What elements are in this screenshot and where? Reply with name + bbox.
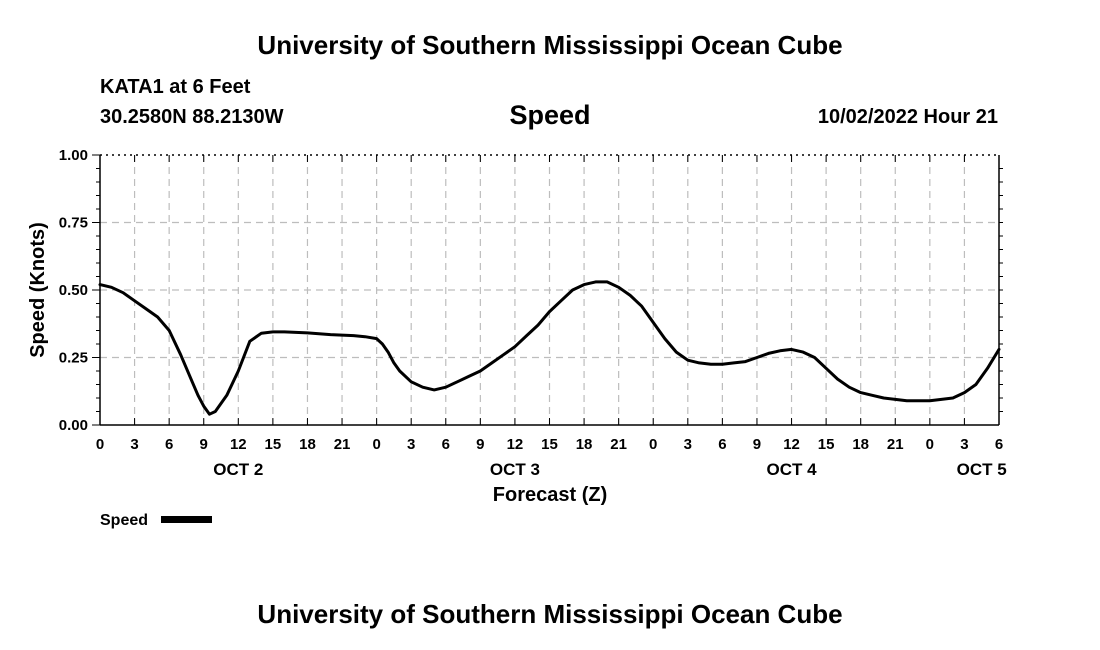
x-tick-label: 3 xyxy=(684,436,692,453)
y-tick-label: 0.75 xyxy=(59,215,88,232)
x-tick-label: 6 xyxy=(718,436,726,453)
forecast-date: 10/02/2022 Hour 21 xyxy=(817,106,998,128)
x-tick-label: 18 xyxy=(576,436,593,453)
x-tick-label: 6 xyxy=(442,436,450,453)
x-tick-label: 0 xyxy=(372,436,380,453)
y-tick-label: 0.25 xyxy=(59,350,88,367)
y-tick-label: 0.00 xyxy=(59,417,88,434)
day-label: OCT 5 xyxy=(957,460,1007,479)
x-tick-label: 15 xyxy=(541,436,558,453)
day-label: OCT 4 xyxy=(767,460,818,479)
speed-series-line xyxy=(98,280,1001,416)
x-tick-label: 12 xyxy=(783,436,800,453)
x-tick-label: 18 xyxy=(299,436,316,453)
x-tick-label: 12 xyxy=(230,436,247,453)
x-tick-label: 15 xyxy=(265,436,282,453)
day-label: OCT 3 xyxy=(490,460,540,479)
x-tick-label: 3 xyxy=(960,436,968,453)
plot-title: Speed xyxy=(509,100,591,130)
x-tick-label: 0 xyxy=(649,436,657,453)
day-label: OCT 2 xyxy=(213,460,263,479)
x-tick-label: 9 xyxy=(753,436,761,453)
coordinates-label: 30.2580N 88.2130W xyxy=(100,106,284,128)
legend-label: Speed xyxy=(100,512,148,529)
x-tick-label: 9 xyxy=(200,436,208,453)
x-tick-label: 21 xyxy=(334,436,351,453)
legend-swatch xyxy=(161,516,212,523)
x-tick-label: 3 xyxy=(407,436,415,453)
y-tick-label: 1.00 xyxy=(59,147,88,164)
x-tick-label: 15 xyxy=(818,436,835,453)
y-axis-label: Speed (Knots) xyxy=(27,222,49,358)
footer-title: University of Southern Mississippi Ocean… xyxy=(257,599,843,629)
x-tick-label: 0 xyxy=(96,436,104,453)
x-tick-label: 18 xyxy=(852,436,869,453)
station-label: KATA1 at 6 Feet xyxy=(100,76,251,98)
page-title: University of Southern Mississippi Ocean… xyxy=(257,30,843,60)
x-tick-label: 6 xyxy=(995,436,1003,453)
x-tick-label: 21 xyxy=(610,436,627,453)
x-tick-label: 6 xyxy=(165,436,173,453)
x-axis-label: Forecast (Z) xyxy=(493,484,607,506)
y-tick-label: 0.50 xyxy=(59,282,88,299)
x-tick-label: 12 xyxy=(507,436,524,453)
x-tick-label: 3 xyxy=(130,436,138,453)
x-tick-label: 9 xyxy=(476,436,484,453)
x-tick-label: 0 xyxy=(926,436,934,453)
x-tick-label: 21 xyxy=(887,436,904,453)
